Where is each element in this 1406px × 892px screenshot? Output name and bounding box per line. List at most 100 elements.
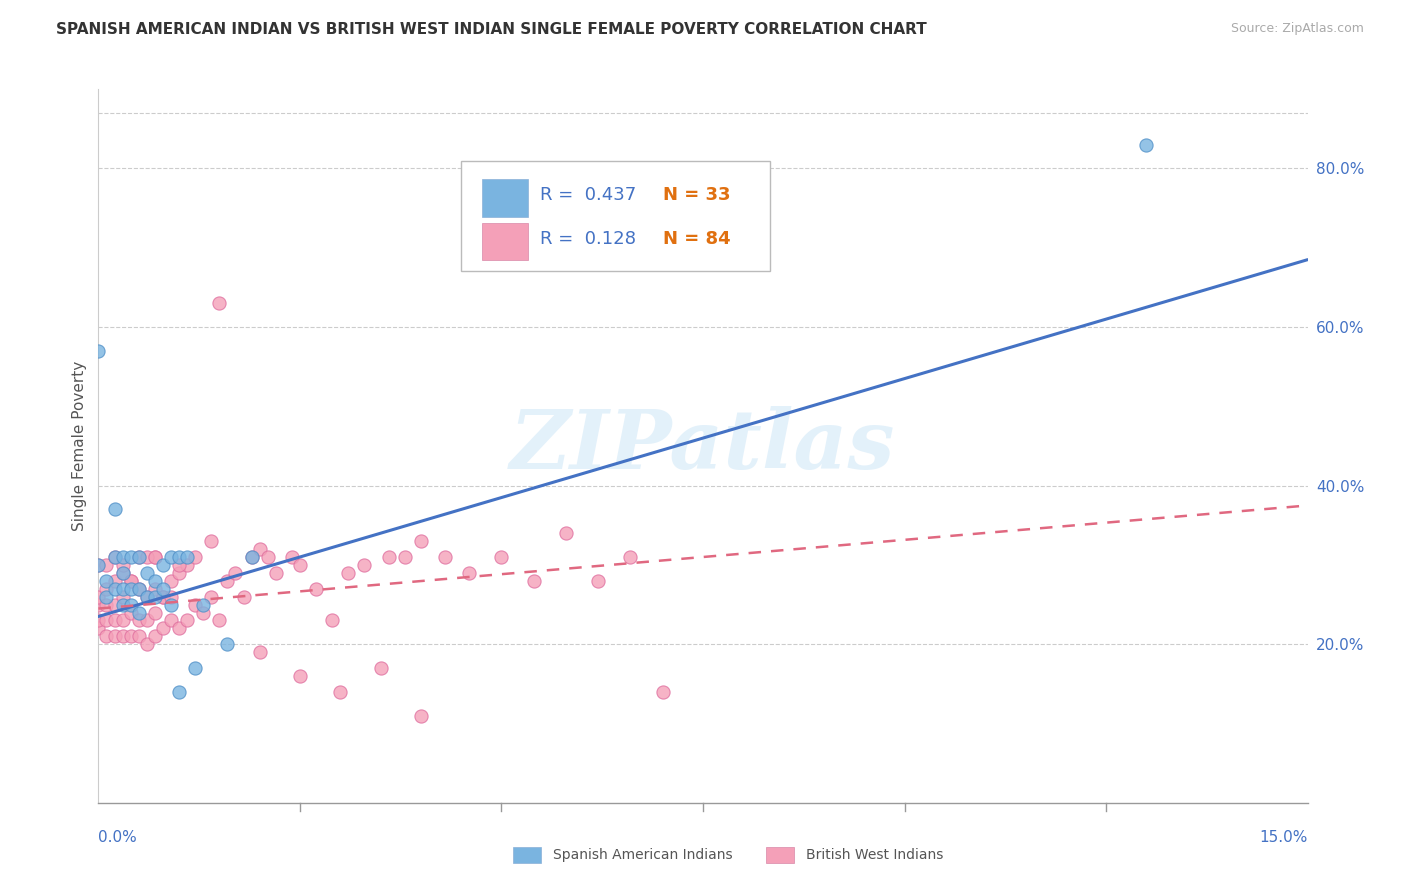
Point — [120, 549, 142, 564]
Point — [103, 629, 125, 643]
Point — [111, 582, 134, 596]
FancyBboxPatch shape — [461, 161, 769, 271]
Point — [152, 558, 174, 572]
Point — [103, 549, 125, 564]
Point — [96, 574, 118, 588]
Point — [143, 590, 166, 604]
Point — [143, 574, 166, 588]
Text: R =  0.437: R = 0.437 — [540, 186, 636, 204]
Y-axis label: Single Female Poverty: Single Female Poverty — [72, 361, 87, 531]
Point — [193, 606, 215, 620]
Point — [87, 590, 110, 604]
Point — [87, 621, 110, 635]
Point — [184, 661, 207, 675]
Point — [96, 590, 118, 604]
Point — [224, 566, 246, 580]
Point — [135, 590, 157, 604]
Point — [208, 296, 231, 310]
Point — [249, 645, 271, 659]
Point — [87, 598, 110, 612]
Point — [249, 542, 271, 557]
Bar — [482, 179, 527, 217]
Point — [111, 614, 134, 628]
Point — [200, 590, 222, 604]
Point — [586, 574, 609, 588]
Text: British West Indians: British West Indians — [806, 847, 943, 862]
Point — [87, 558, 110, 572]
Point — [256, 549, 278, 564]
Point — [176, 549, 198, 564]
Point — [96, 614, 118, 628]
Point — [103, 549, 125, 564]
Point — [143, 582, 166, 596]
Point — [370, 661, 392, 675]
Text: Spanish American Indians: Spanish American Indians — [553, 847, 733, 862]
Point — [103, 502, 125, 516]
Text: R =  0.128: R = 0.128 — [540, 229, 636, 248]
Point — [111, 566, 134, 580]
Text: SPANISH AMERICAN INDIAN VS BRITISH WEST INDIAN SINGLE FEMALE POVERTY CORRELATION: SPANISH AMERICAN INDIAN VS BRITISH WEST … — [56, 22, 927, 37]
Point — [120, 582, 142, 596]
Point — [135, 590, 157, 604]
Point — [128, 549, 150, 564]
Point — [103, 614, 125, 628]
Point — [135, 566, 157, 580]
Point — [143, 549, 166, 564]
Point — [184, 598, 207, 612]
Point — [120, 574, 142, 588]
Point — [491, 549, 513, 564]
Point — [152, 621, 174, 635]
Point — [321, 614, 343, 628]
Point — [103, 574, 125, 588]
Point — [160, 590, 183, 604]
Point — [394, 549, 416, 564]
Point — [128, 549, 150, 564]
Point — [143, 549, 166, 564]
Point — [217, 574, 239, 588]
Point — [329, 685, 352, 699]
Point — [458, 566, 481, 580]
Text: 0.0%: 0.0% — [98, 830, 138, 845]
Point — [96, 629, 118, 643]
Point — [555, 526, 578, 541]
Point — [152, 590, 174, 604]
Point — [87, 614, 110, 628]
Point — [128, 582, 150, 596]
Point — [111, 598, 134, 612]
Point — [135, 614, 157, 628]
Text: Source: ZipAtlas.com: Source: ZipAtlas.com — [1230, 22, 1364, 36]
Point — [111, 558, 134, 572]
Point — [409, 708, 432, 723]
Point — [208, 614, 231, 628]
Point — [111, 590, 134, 604]
Point — [87, 558, 110, 572]
Point — [200, 534, 222, 549]
Point — [128, 606, 150, 620]
Point — [120, 629, 142, 643]
Point — [288, 669, 311, 683]
Point — [152, 590, 174, 604]
Point — [135, 637, 157, 651]
Point — [651, 685, 673, 699]
Point — [96, 582, 118, 596]
Point — [96, 558, 118, 572]
Text: 15.0%: 15.0% — [1260, 830, 1308, 845]
Point — [619, 549, 641, 564]
Point — [103, 598, 125, 612]
Point — [120, 598, 142, 612]
Point — [434, 549, 457, 564]
Point — [87, 343, 110, 358]
Point — [128, 614, 150, 628]
Point — [176, 558, 198, 572]
Point — [167, 558, 190, 572]
Point — [377, 549, 399, 564]
Point — [160, 574, 183, 588]
Point — [128, 629, 150, 643]
Point — [103, 582, 125, 596]
Point — [143, 606, 166, 620]
Point — [193, 598, 215, 612]
Point — [288, 558, 311, 572]
Point — [240, 549, 263, 564]
Point — [337, 566, 360, 580]
Bar — [482, 223, 527, 260]
